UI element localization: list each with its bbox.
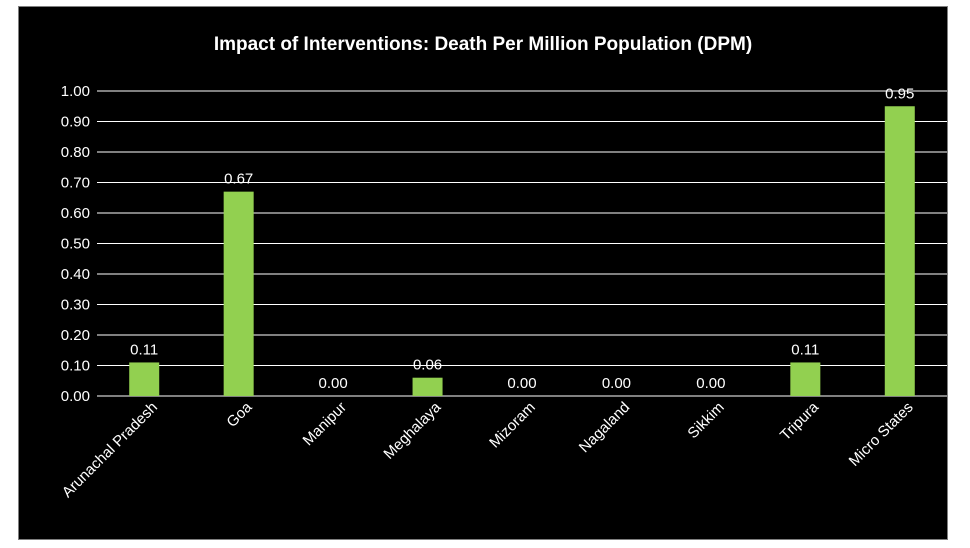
x-tick-label: Sikkim xyxy=(684,399,727,442)
x-tick-label: Arunachal Pradesh xyxy=(59,399,161,501)
data-label: 0.00 xyxy=(696,375,725,392)
bars xyxy=(129,106,915,396)
chart-title: Impact of Interventions: Death Per Milli… xyxy=(214,34,752,55)
y-axis-ticks: 0.00 0.10 0.20 0.30 0.40 0.50 0.60 0.70 0.80 0.90… xyxy=(61,83,90,405)
data-label: 0.00 xyxy=(319,375,348,392)
data-label: 0.95 xyxy=(885,85,914,102)
y-tick-label: 0.90 xyxy=(61,114,90,131)
x-tick-label: Meghalaya xyxy=(380,398,444,462)
data-labels: 0.11 0.67 0.00 0.06 0.00 0.00 0.00 0.11 0.95 xyxy=(130,85,914,392)
data-label: 0.67 xyxy=(224,171,253,188)
data-label: 0.06 xyxy=(413,357,442,374)
bar xyxy=(884,106,915,396)
y-tick-label: 1.00 xyxy=(61,83,90,100)
y-tick-label: 0.50 xyxy=(61,236,90,253)
x-tick-label: Tripura xyxy=(777,398,823,444)
y-tick-label: 0.10 xyxy=(61,358,90,375)
y-tick-label: 0.60 xyxy=(61,205,90,222)
y-tick-label: 0.00 xyxy=(61,388,90,405)
x-tick-label: Mizoram xyxy=(486,399,539,452)
data-label: 0.00 xyxy=(602,375,631,392)
y-tick-label: 0.70 xyxy=(61,175,90,192)
data-label: 0.11 xyxy=(791,341,819,358)
bar xyxy=(412,377,443,396)
chart-svg: Impact of Interventions: Death Per Milli… xyxy=(59,34,947,501)
bar xyxy=(790,362,821,396)
data-label: 0.00 xyxy=(507,375,536,392)
x-axis-labels: Arunachal Pradesh Goa Manipur Meghalaya Mizo… xyxy=(59,398,917,501)
x-tick-label: Goa xyxy=(223,398,256,431)
bar xyxy=(223,191,254,396)
x-tick-label: Manipur xyxy=(300,399,350,449)
y-tick-label: 0.80 xyxy=(61,144,90,161)
chart-frame: Impact of Interventions: Death Per Milli… xyxy=(18,6,948,540)
y-tick-label: 0.20 xyxy=(61,327,90,344)
y-tick-label: 0.30 xyxy=(61,297,90,314)
x-tick-label: Micro States xyxy=(846,399,917,470)
y-tick-label: 0.40 xyxy=(61,266,90,283)
x-tick-label: Nagaland xyxy=(576,399,633,456)
data-label: 0.11 xyxy=(130,341,158,358)
bar xyxy=(129,362,160,396)
